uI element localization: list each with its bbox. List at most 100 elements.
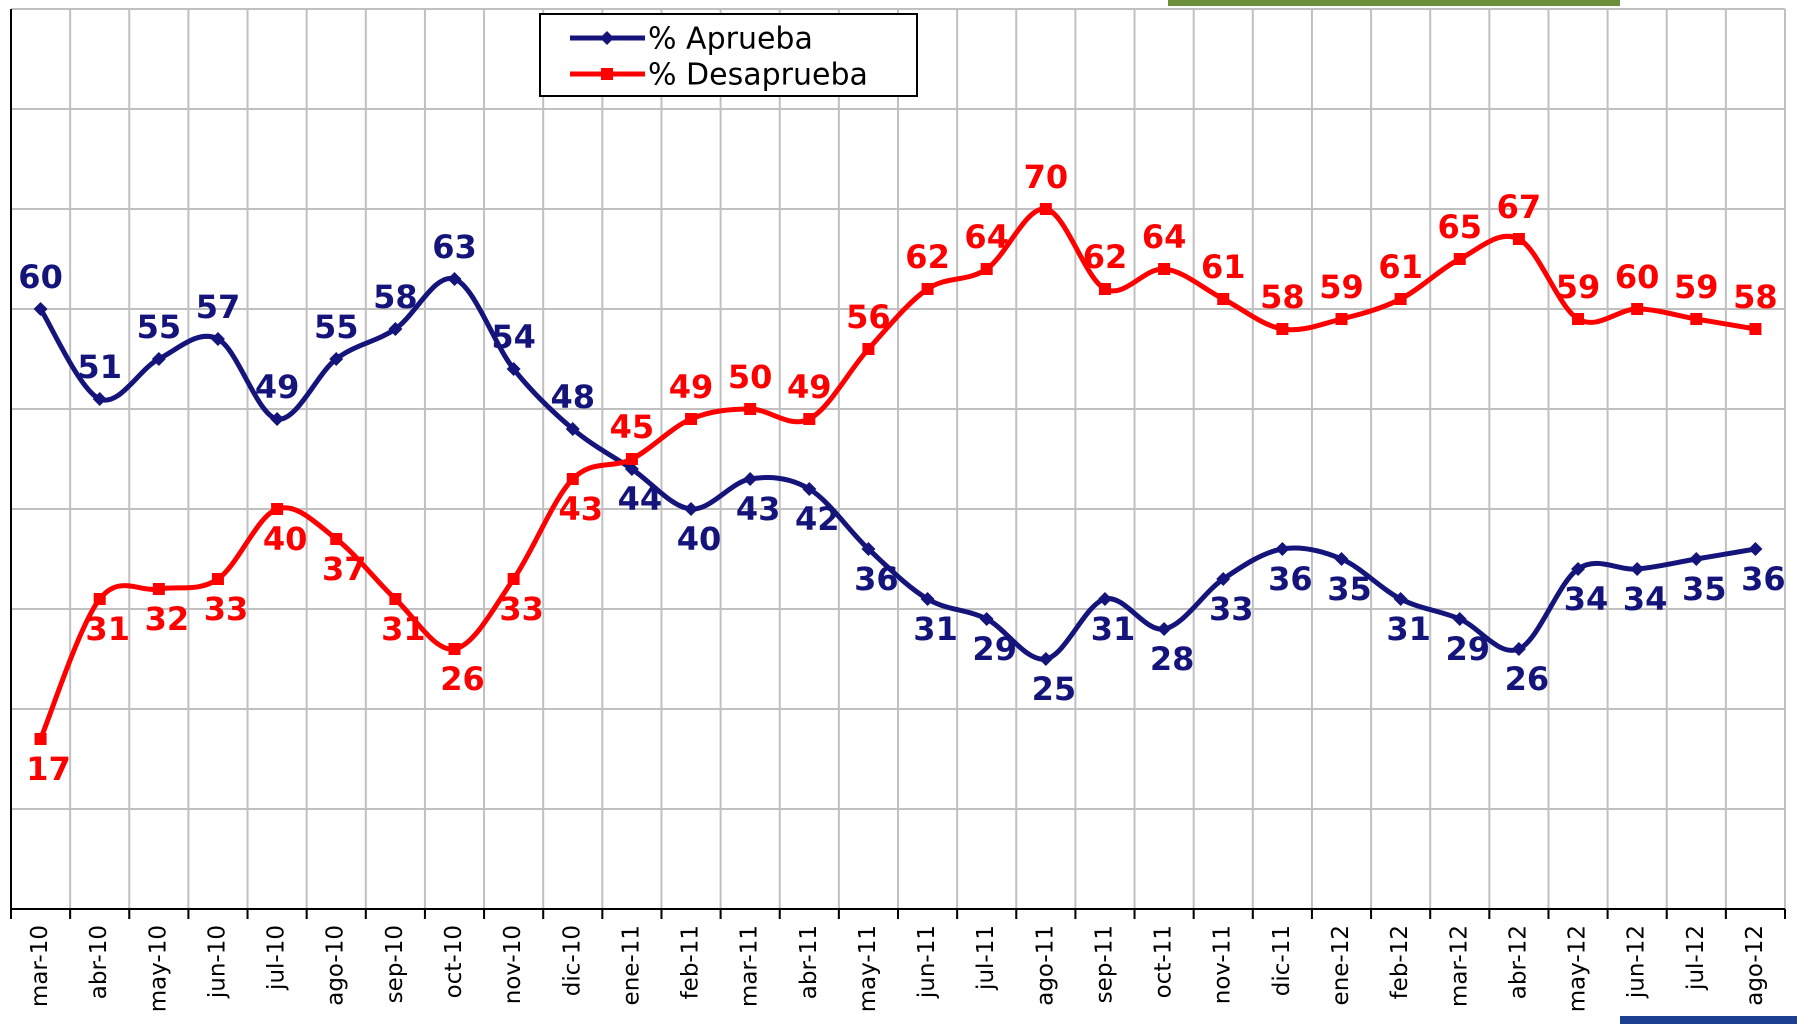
data-label: 42 bbox=[795, 500, 840, 538]
marker bbox=[1099, 283, 1111, 295]
marker bbox=[803, 413, 815, 425]
marker bbox=[1690, 313, 1702, 325]
x-tick-label: sep-10 bbox=[382, 925, 408, 1003]
marker bbox=[449, 643, 461, 655]
data-label: 33 bbox=[499, 590, 544, 628]
x-tick-label: nov-11 bbox=[1210, 925, 1236, 1004]
data-label: 33 bbox=[204, 590, 249, 628]
x-tick-label: dic-10 bbox=[559, 925, 585, 996]
data-label: 36 bbox=[1268, 560, 1313, 598]
marker bbox=[685, 413, 697, 425]
logo-edge bbox=[1620, 1016, 1797, 1024]
marker bbox=[1158, 263, 1170, 275]
data-label: 49 bbox=[669, 368, 714, 406]
x-tick-label: feb-12 bbox=[1387, 925, 1413, 999]
data-label: 62 bbox=[1083, 238, 1128, 276]
marker bbox=[922, 283, 934, 295]
marker bbox=[1630, 562, 1644, 576]
x-tick-label: ene-12 bbox=[1328, 925, 1354, 1005]
x-tick-label: may-11 bbox=[855, 925, 881, 1012]
data-label: 43 bbox=[559, 490, 604, 528]
marker bbox=[212, 573, 224, 585]
data-label: 29 bbox=[972, 630, 1017, 668]
marker bbox=[1748, 542, 1762, 556]
x-tick-label: abr-11 bbox=[796, 925, 822, 999]
x-tick-label: jul-10 bbox=[264, 925, 290, 991]
data-label: 34 bbox=[1564, 580, 1609, 618]
marker bbox=[508, 573, 520, 585]
data-label: 65 bbox=[1438, 208, 1483, 246]
x-tick-label: mar-11 bbox=[737, 925, 763, 1007]
data-label: 26 bbox=[440, 660, 485, 698]
data-label: 59 bbox=[1674, 268, 1719, 306]
marker bbox=[862, 343, 874, 355]
data-label: 33 bbox=[1209, 590, 1254, 628]
data-label: 56 bbox=[846, 298, 891, 336]
data-label: 28 bbox=[1150, 640, 1195, 678]
marker bbox=[1039, 652, 1053, 666]
marker bbox=[1572, 313, 1584, 325]
marker bbox=[1157, 622, 1171, 636]
marker bbox=[981, 263, 993, 275]
marker bbox=[1631, 303, 1643, 315]
legend-label: % Aprueba bbox=[648, 22, 813, 57]
marker bbox=[1336, 313, 1348, 325]
x-tick-label: nov-10 bbox=[500, 925, 526, 1004]
marker bbox=[35, 733, 47, 745]
x-tick-label: jun-11 bbox=[914, 925, 940, 999]
data-label: 64 bbox=[1142, 218, 1187, 256]
data-label: 40 bbox=[263, 520, 308, 558]
x-tick-label: sep-11 bbox=[1091, 925, 1117, 1003]
data-label: 31 bbox=[1386, 610, 1431, 648]
data-label: 54 bbox=[491, 318, 536, 356]
x-tick-label: jul-12 bbox=[1683, 925, 1709, 991]
data-label: 31 bbox=[1091, 610, 1136, 648]
data-label: 70 bbox=[1024, 158, 1069, 196]
x-tick-label: feb-11 bbox=[678, 925, 704, 999]
data-label: 59 bbox=[1556, 268, 1601, 306]
data-label: 45 bbox=[610, 408, 655, 446]
x-tick-label: mar-10 bbox=[27, 925, 53, 1007]
data-label: 63 bbox=[432, 228, 477, 266]
marker bbox=[567, 473, 579, 485]
data-label: 64 bbox=[964, 218, 1009, 256]
data-label: 60 bbox=[1615, 258, 1660, 296]
x-tick-label: jun-10 bbox=[204, 925, 230, 999]
marker bbox=[1217, 293, 1229, 305]
marker bbox=[1040, 203, 1052, 215]
x-tick-label: may-12 bbox=[1565, 925, 1591, 1012]
marker bbox=[330, 533, 342, 545]
data-label: 61 bbox=[1378, 248, 1423, 286]
marker bbox=[1395, 293, 1407, 305]
photo-edge bbox=[1168, 0, 1620, 6]
x-tick-label: mar-12 bbox=[1446, 925, 1472, 1007]
marker bbox=[1276, 323, 1288, 335]
x-tick-label: oct-10 bbox=[441, 925, 467, 998]
data-label: 35 bbox=[1682, 570, 1727, 608]
marker bbox=[626, 453, 638, 465]
data-label: 44 bbox=[618, 480, 663, 518]
data-label: 32 bbox=[145, 600, 190, 638]
data-label: 35 bbox=[1327, 570, 1372, 608]
data-label: 49 bbox=[255, 368, 300, 406]
marker bbox=[744, 403, 756, 415]
data-label: 55 bbox=[137, 308, 182, 346]
data-label: 60 bbox=[18, 258, 63, 296]
data-label: 40 bbox=[677, 520, 722, 558]
x-tick-label: ene-11 bbox=[618, 925, 644, 1005]
legend-marker bbox=[601, 68, 613, 80]
x-tick-label: may-10 bbox=[145, 925, 171, 1012]
data-label: 36 bbox=[1741, 560, 1786, 598]
marker bbox=[1689, 552, 1703, 566]
data-label: 58 bbox=[1260, 278, 1305, 316]
data-label: 67 bbox=[1497, 188, 1542, 226]
data-label: 43 bbox=[736, 490, 781, 528]
chart: mar-10abr-10may-10jun-10jul-10ago-10sep-… bbox=[0, 0, 1797, 1024]
data-label: 58 bbox=[1733, 278, 1778, 316]
x-tick-label: oct-11 bbox=[1151, 925, 1177, 998]
data-label: 34 bbox=[1623, 580, 1668, 618]
data-label: 51 bbox=[77, 348, 122, 386]
data-label: 57 bbox=[196, 288, 241, 326]
marker bbox=[1454, 253, 1466, 265]
x-tick-label: jul-11 bbox=[973, 925, 999, 991]
